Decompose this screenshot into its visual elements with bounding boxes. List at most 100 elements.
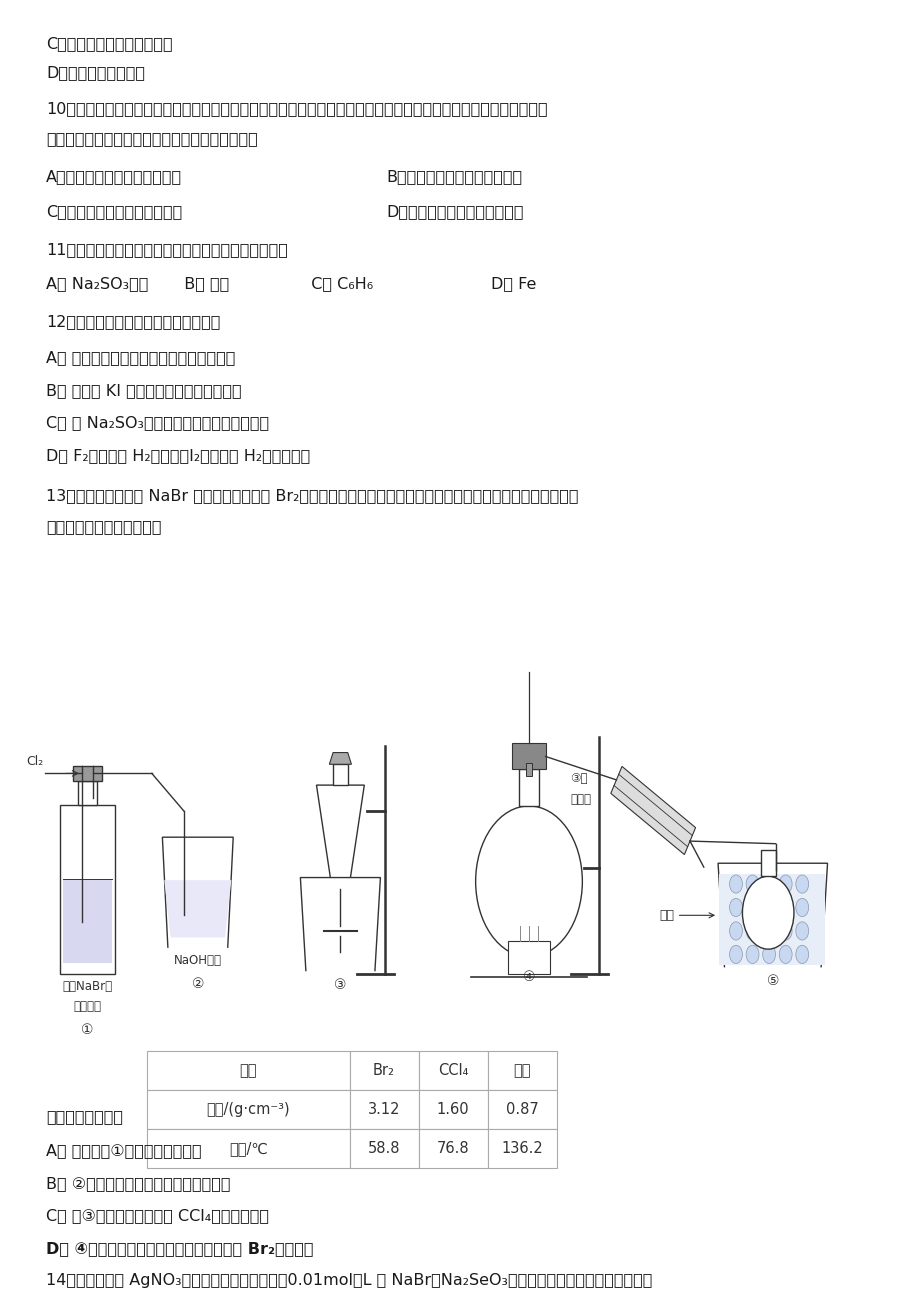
Polygon shape bbox=[301, 878, 380, 971]
Text: B． ②的作用是吸收尾气，防止空气污染: B． ②的作用是吸收尾气，防止空气污染 bbox=[46, 1176, 231, 1191]
Bar bbox=[487, 1090, 556, 1129]
Bar bbox=[78, 781, 96, 805]
Text: 11、将下列物质分别加入渴水中，不能使渴水褂色的是: 11、将下列物质分别加入渴水中，不能使渴水褂色的是 bbox=[46, 242, 288, 258]
Text: 永点/℃: 永点/℃ bbox=[229, 1141, 267, 1156]
Bar bbox=[719, 874, 824, 965]
Text: D．氯化钓和铁的燕化: D．氯化钓和铁的燕化 bbox=[46, 65, 145, 81]
Circle shape bbox=[745, 922, 758, 940]
Bar bbox=[487, 1129, 556, 1168]
Bar bbox=[331, 926, 349, 936]
Circle shape bbox=[778, 898, 791, 917]
Text: ③: ③ bbox=[334, 978, 346, 992]
Text: C．二氧化硅和生石灰的燕化: C．二氧化硅和生石灰的燕化 bbox=[46, 36, 173, 52]
Text: Br₂: Br₂ bbox=[373, 1062, 394, 1078]
Text: 工业废水: 工业废水 bbox=[74, 1000, 101, 1013]
Text: 13、实验小组从富含 NaBr 的工业废水中提取 Br₂的过程主要包括：氧化、萍取、分液、蒸馏等步骤。已知：可能用: 13、实验小组从富含 NaBr 的工业废水中提取 Br₂的过程主要包括：氧化、萍… bbox=[46, 488, 578, 504]
Text: D． ④中温度计水银球低于支管过多，导致 Br₂的产率低: D． ④中温度计水银球低于支管过多，导致 Br₂的产率低 bbox=[46, 1241, 313, 1256]
Text: ⑤: ⑤ bbox=[766, 974, 778, 988]
Polygon shape bbox=[717, 863, 827, 967]
Text: 有机相: 有机相 bbox=[570, 793, 591, 806]
Text: A．两元素具有相同的最高正价: A．两元素具有相同的最高正价 bbox=[46, 169, 182, 185]
Bar bbox=[333, 764, 347, 785]
Circle shape bbox=[745, 945, 758, 963]
Text: B．两元素具有相同的负化合价: B．两元素具有相同的负化合价 bbox=[386, 169, 522, 185]
Text: 下列说法错误的是: 下列说法错误的是 bbox=[46, 1109, 123, 1125]
Polygon shape bbox=[316, 785, 364, 889]
Circle shape bbox=[762, 945, 775, 963]
Text: 0.87: 0.87 bbox=[505, 1101, 538, 1117]
Text: 14、常温下，将 AgNO₃溶液分别滴加到浓度均为0.01mol／L 的 NaBr、Na₂SeO₃溶液中，所得的沉淠溶解平衡曲线: 14、常温下，将 AgNO₃溶液分别滴加到浓度均为0.01mol／L 的 NaB… bbox=[46, 1273, 652, 1289]
Text: C．两元素形成的是共价化合物: C．两元素形成的是共价化合物 bbox=[46, 204, 182, 220]
Bar bbox=[508, 941, 550, 974]
Circle shape bbox=[729, 945, 742, 963]
Bar bbox=[147, 1090, 349, 1129]
Bar bbox=[73, 766, 102, 781]
Circle shape bbox=[778, 875, 791, 893]
Bar bbox=[512, 743, 545, 769]
Bar bbox=[418, 1090, 487, 1129]
Circle shape bbox=[795, 898, 808, 917]
Text: 乙苯: 乙苯 bbox=[513, 1062, 530, 1078]
Bar bbox=[518, 769, 539, 806]
Text: 12、不能用元素周期律解释的是（　）: 12、不能用元素周期律解释的是（ ） bbox=[46, 314, 221, 329]
Text: A． 氯与钓形成离子键，氯与硅形成共价键: A． 氯与钓形成离子键，氯与硅形成共价键 bbox=[46, 350, 235, 366]
Polygon shape bbox=[329, 753, 351, 764]
Circle shape bbox=[745, 875, 758, 893]
Circle shape bbox=[795, 922, 808, 940]
Text: A． 实验时，①的废水中出现红色: A． 实验时，①的废水中出现红色 bbox=[46, 1143, 201, 1159]
Text: 136.2: 136.2 bbox=[501, 1141, 542, 1156]
Text: D．两元素各存在不同种的单质: D．两元素各存在不同种的单质 bbox=[386, 204, 523, 220]
Bar bbox=[418, 1051, 487, 1090]
Text: ①: ① bbox=[81, 1023, 94, 1038]
Polygon shape bbox=[164, 880, 232, 937]
Bar bbox=[526, 763, 531, 776]
Bar bbox=[418, 1129, 487, 1168]
Circle shape bbox=[795, 945, 808, 963]
Text: 富含NaBr的: 富含NaBr的 bbox=[62, 980, 112, 993]
Text: ②: ② bbox=[191, 976, 204, 991]
Bar bbox=[349, 1090, 418, 1129]
Text: 密度/(g·cm⁻³): 密度/(g·cm⁻³) bbox=[207, 1101, 289, 1117]
Bar bbox=[487, 1051, 556, 1090]
Circle shape bbox=[795, 875, 808, 893]
Text: CCl₄: CCl₄ bbox=[437, 1062, 468, 1078]
Circle shape bbox=[745, 898, 758, 917]
Text: 58.8: 58.8 bbox=[368, 1141, 400, 1156]
Circle shape bbox=[762, 875, 775, 893]
Text: C． 用③进行萍取时，选择 CCl₄比乙苯更合理: C． 用③进行萍取时，选择 CCl₄比乙苯更合理 bbox=[46, 1208, 268, 1224]
Text: 10、元素周期表中短周期某主族只有两种元素，这两元素的单质在常态下分别为气体和固体，这两元素之间形成的化: 10、元素周期表中短周期某主族只有两种元素，这两元素的单质在常态下分别为气体和固… bbox=[46, 102, 547, 117]
Text: 76.8: 76.8 bbox=[437, 1141, 469, 1156]
Text: D． F₂在暗处遇 H₂即爆炸，I₂在暗处遇 H₂几乎不反应: D． F₂在暗处遇 H₂即爆炸，I₂在暗处遇 H₂几乎不反应 bbox=[46, 448, 310, 464]
Text: 合物都能与水反应。则下列叙述错误的是（　　）: 合物都能与水反应。则下列叙述错误的是（ ） bbox=[46, 132, 257, 147]
Text: 1.60: 1.60 bbox=[437, 1101, 469, 1117]
Bar bbox=[349, 1051, 418, 1090]
Text: ④: ④ bbox=[522, 970, 535, 984]
Bar bbox=[760, 850, 775, 876]
Text: 到的数据信息和装置如下。: 到的数据信息和装置如下。 bbox=[46, 519, 162, 535]
Circle shape bbox=[475, 806, 582, 957]
Circle shape bbox=[729, 922, 742, 940]
Text: Cl₂: Cl₂ bbox=[26, 755, 43, 768]
Circle shape bbox=[762, 922, 775, 940]
Bar bbox=[62, 879, 112, 963]
Circle shape bbox=[778, 945, 791, 963]
Text: 物质: 物质 bbox=[239, 1062, 257, 1078]
Circle shape bbox=[729, 898, 742, 917]
Bar bbox=[147, 1129, 349, 1168]
Circle shape bbox=[762, 898, 775, 917]
Polygon shape bbox=[610, 767, 695, 854]
Bar bbox=[349, 1129, 418, 1168]
Text: NaOH溶液: NaOH溶液 bbox=[174, 954, 221, 967]
Text: 3.12: 3.12 bbox=[368, 1101, 400, 1117]
Circle shape bbox=[742, 876, 793, 949]
Text: C． 向 Na₂SO₃溶液中滴加盐酸，有气泡生成: C． 向 Na₂SO₃溶液中滴加盐酸，有气泡生成 bbox=[46, 415, 269, 431]
Circle shape bbox=[778, 922, 791, 940]
Text: B． 向淠粉 KI 溶液中滴加渴水，溶液变蓝: B． 向淠粉 KI 溶液中滴加渴水，溶液变蓝 bbox=[46, 383, 242, 398]
Bar bbox=[60, 805, 115, 974]
Text: 冰水: 冰水 bbox=[658, 909, 713, 922]
Bar bbox=[147, 1051, 349, 1090]
Polygon shape bbox=[162, 837, 233, 948]
Text: ③中: ③中 bbox=[570, 772, 587, 785]
Circle shape bbox=[729, 875, 742, 893]
Text: A． Na₂SO₃晶体       B． 乙醇                C． C₆H₆                       D． Fe: A． Na₂SO₃晶体 B． 乙醇 C． C₆H₆ D． Fe bbox=[46, 276, 536, 292]
